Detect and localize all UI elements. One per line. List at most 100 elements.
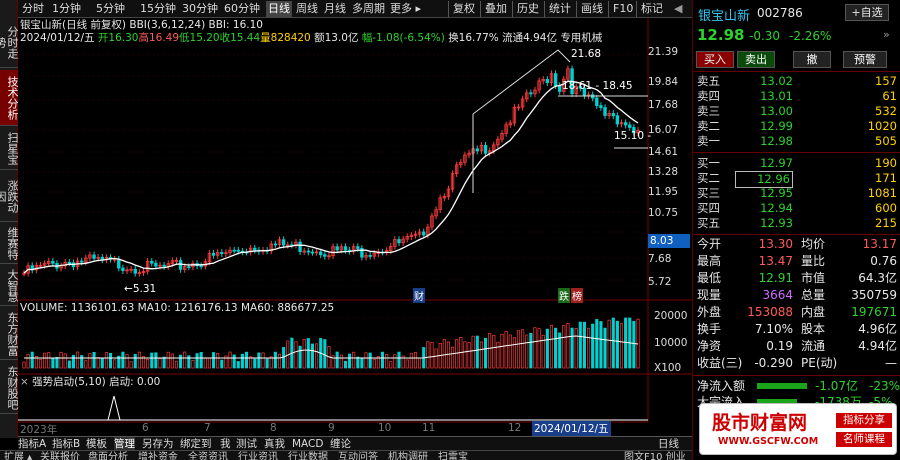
more-menu[interactable]: 更多 ▸ (390, 2, 422, 15)
expand-icon[interactable]: » (883, 28, 890, 41)
nav-research[interactable]: 机构调研 (388, 452, 428, 460)
alert-button[interactable]: 预警 (843, 51, 887, 68)
tab-test[interactable]: 测试 (236, 438, 257, 450)
tab-eastmoney-guba[interactable]: 东财股吧 (0, 362, 19, 414)
volume-bar (43, 352, 47, 369)
period-daily[interactable]: 日线 (266, 1, 292, 17)
tab-save-as[interactable]: 另存为 (142, 438, 174, 450)
tab-saoleibao[interactable]: 扫星宝 (0, 128, 19, 170)
cancel-order-button[interactable]: 撤 (793, 51, 831, 68)
collapse-icon[interactable]: ◀ (674, 2, 683, 15)
stat-value: 13.17 (862, 237, 897, 251)
indicator-spike (107, 395, 121, 421)
overlay-button[interactable]: 叠加 (480, 1, 507, 17)
ask-row[interactable]: 卖四 13.01 61 (693, 89, 900, 104)
stat-label: 今开 (697, 237, 722, 251)
candle-body (529, 92, 533, 95)
f10-button[interactable]: F10 (608, 1, 633, 17)
tab-dzh[interactable]: 大智慧 (0, 266, 19, 306)
volume-bar (504, 330, 508, 369)
tab-indicator-b[interactable]: 指标B (52, 438, 81, 450)
period-30min[interactable]: 30分钟 (182, 2, 218, 15)
candle-body (211, 252, 216, 256)
bid-row[interactable]: 买二 12.96 171 (693, 171, 900, 188)
ask-row[interactable]: 卖五 13.02 157 (693, 74, 900, 89)
tab-bind-to[interactable]: 绑定到 (180, 438, 212, 450)
volume-bar (30, 351, 34, 369)
buy-button[interactable]: 买入 (696, 51, 734, 68)
stats-button[interactable]: 统计 (544, 1, 571, 17)
event-cai[interactable]: 财 (413, 288, 425, 303)
tab-technical-analysis[interactable]: 技术分析 (0, 70, 19, 126)
period-60min[interactable]: 60分钟 (224, 2, 260, 15)
nav-industry-info[interactable]: 行业资讯 (238, 452, 278, 460)
mark-button[interactable]: 标记 (636, 1, 663, 17)
nav-qa[interactable]: 互动问答 (338, 452, 378, 460)
trend-line (472, 49, 571, 115)
volume-bar (253, 358, 257, 369)
period-15min[interactable]: 15分钟 (140, 2, 176, 15)
bid-row[interactable]: 买五 12.93 215 (693, 216, 900, 231)
tab-me[interactable]: 我 (220, 438, 231, 450)
candle-body (619, 122, 624, 125)
tab-weisaite[interactable]: 维赛特 (0, 224, 19, 264)
nav-capital[interactable]: 增补资金 (138, 452, 178, 460)
volume-bar (96, 357, 100, 369)
volume-bar (133, 353, 137, 369)
bid-row[interactable]: 买四 12.94 600 (693, 201, 900, 216)
tab-macd[interactable]: MACD (292, 438, 324, 450)
sell-button[interactable]: 卖出 (737, 51, 775, 68)
price-tick: 21.39 (648, 46, 679, 58)
add-watchlist-button[interactable]: +自选 (845, 4, 889, 21)
ask-row[interactable]: 卖三 13.00 532 (693, 104, 900, 119)
nav-industry-data[interactable]: 行业数据 (288, 452, 328, 460)
candle-body (314, 251, 319, 254)
candle-body (397, 239, 401, 244)
tab-chanlun[interactable]: 缠论 (330, 438, 351, 450)
period-5min[interactable]: 5分钟 (96, 2, 125, 15)
period-multi[interactable]: 多周期 (352, 2, 385, 15)
volume-value: VOLUME: 1136101.63 (20, 302, 135, 314)
period-weekly[interactable]: 周线 (296, 2, 318, 15)
period-fenshi[interactable]: 分时 (22, 2, 44, 15)
close-indicator-icon[interactable]: × (20, 376, 29, 388)
event-bang[interactable]: 榜 (571, 288, 583, 303)
nav-related-quote[interactable]: 关联报价 (40, 452, 80, 460)
tab-manage[interactable]: 管理 (114, 437, 135, 451)
stat-value: 3664 (762, 288, 793, 302)
period-1min[interactable]: 1分钟 (52, 2, 81, 15)
period-monthly[interactable]: 月线 (324, 2, 346, 15)
bid-row[interactable]: 买三 12.95 1081 (693, 186, 900, 201)
volume-bar (306, 338, 310, 369)
time-axis: 2023年 6 7 8 9 10 11 12 2024/01/12/五 (18, 421, 648, 436)
event-die[interactable]: 跌 (558, 288, 570, 303)
fuquan-button[interactable]: 复权 (448, 1, 475, 17)
stat-label: 收益(三) (697, 356, 743, 370)
volume-bar (603, 327, 607, 369)
nav-expand[interactable]: 扩展 ▴ (4, 452, 33, 460)
nav-saoleibao[interactable]: 扫雷宝 (438, 452, 468, 460)
tab-real-me[interactable]: 真我 (264, 438, 285, 450)
tab-template[interactable]: 模板 (86, 438, 107, 450)
tab-daily-line[interactable]: 日线 (658, 438, 679, 450)
tab-indicator-a[interactable]: 指标A (18, 438, 47, 450)
ask-price: 13.00 (760, 104, 793, 118)
bid-row[interactable]: 买一 12.97 190 (693, 156, 900, 171)
nav-f10[interactable]: 图文F10 创业 (624, 452, 686, 460)
tab-intraday[interactable]: 分时走势 (0, 18, 19, 68)
tab-eastmoney[interactable]: 东方财富 (0, 308, 19, 360)
nav-market-analysis[interactable]: 盘面分析 (88, 452, 128, 460)
draw-line-button[interactable]: 画线 (576, 1, 603, 17)
nav-info[interactable]: 全资资讯 (188, 452, 228, 460)
ask-row[interactable]: 卖一 12.98 505 (693, 134, 900, 149)
ask-level-label: 卖一 (697, 134, 720, 148)
price-tick: 5.72 (648, 276, 672, 288)
volume-bar (199, 352, 203, 369)
ask-row[interactable]: 卖二 12.99 1020 (693, 119, 900, 134)
tab-rise-fall-reason[interactable]: 涨跌动因 (0, 172, 19, 222)
candle-body (236, 249, 240, 252)
history-button[interactable]: 历史 (512, 1, 539, 17)
volume-bar (298, 345, 302, 369)
volume-bar (541, 334, 545, 369)
candle-body (409, 234, 414, 237)
